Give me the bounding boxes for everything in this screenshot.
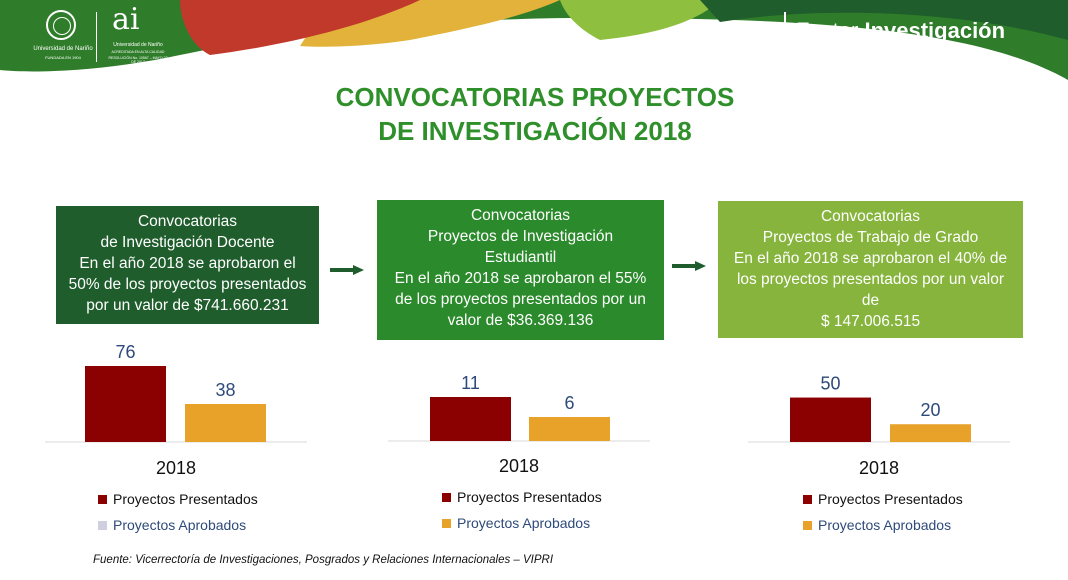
bar-aprobados	[185, 404, 266, 442]
legend-chart1: Proyectos Presentados Proyectos Aprobado…	[98, 491, 258, 535]
arrow-right-icon	[672, 261, 706, 271]
legend-item: Proyectos Aprobados	[98, 517, 258, 535]
legend-item: Proyectos Aprobados	[442, 515, 602, 533]
header-wave-background	[0, 0, 1068, 80]
card-docente: Convocatorias de Investigación Docente E…	[56, 206, 319, 324]
accreditation-logo: ai Universidad de Nariño ACREDITADA EN A…	[108, 2, 168, 66]
page-title: CONVOCATORIAS PROYECTOS DE INVESTIGACIÓN…	[280, 80, 790, 148]
source-note: Fuente: Vicerrectoría de Investigaciones…	[93, 554, 554, 566]
ai-line3: RESOLUCIÓN No. 10567 – MAYO 23 DE 2017	[108, 56, 168, 64]
card-line: Estudiantil	[484, 249, 557, 266]
university-founded: FUNDADA EN 1904	[45, 55, 81, 60]
brand-bold: Investigación	[864, 18, 1006, 43]
data-label: 38	[215, 380, 235, 400]
university-seal-icon	[46, 10, 76, 40]
legend-swatch	[803, 494, 812, 504]
ai-line2: ACREDITADA EN ALTA CALIDAD	[111, 50, 165, 54]
data-label: 76	[115, 342, 135, 362]
legend-item: Proyectos Aprobados	[803, 517, 963, 535]
legend-item: Proyectos Presentados	[803, 491, 963, 509]
card-estudiantil: Convocatorias Proyectos de Investigación…	[377, 200, 664, 340]
card-line: Convocatorias	[470, 207, 571, 224]
bar-presentados	[85, 366, 166, 442]
card-line: de los proyectos presentados por un	[395, 291, 646, 308]
legend-item: Proyectos Presentados	[442, 489, 602, 507]
arrow-right-icon	[330, 265, 364, 275]
card-line: $ 147.006.515	[820, 313, 921, 330]
legend-swatch	[442, 518, 451, 528]
card-line: En el año 2018 se aprobaron el	[79, 255, 296, 272]
card-trabajo-grado: Convocatorias Proyectos de Trabajo de Gr…	[718, 201, 1023, 338]
university-name: Universidad de Nariño	[33, 46, 93, 52]
card-line: 50% de los proyectos presentados	[68, 276, 307, 293]
card-line: de Investigación Docente	[100, 234, 275, 251]
card-line: Proyectos de Trabajo de Grado	[762, 229, 979, 246]
title-line2: DE INVESTIGACIÓN 2018	[378, 116, 692, 146]
legend-swatch	[98, 520, 107, 530]
category-label: 2018	[859, 458, 899, 478]
card-line: valor de $36.369.136	[447, 312, 594, 329]
bar-presentados	[430, 397, 511, 441]
legend-swatch	[98, 494, 107, 504]
card-line: En el año 2018 se aprobaron el 55%	[394, 270, 647, 287]
ai-mark: ai	[112, 2, 140, 37]
card-line: Proyectos de Investigación	[427, 228, 614, 245]
data-label: 11	[461, 373, 480, 393]
legend-label: Proyectos Presentados	[457, 489, 602, 505]
legend-swatch	[803, 520, 812, 530]
bar-presentados	[790, 397, 871, 442]
brand-title: Factor Investigación	[796, 18, 1005, 44]
legend-label: Proyectos Aprobados	[457, 515, 591, 531]
legend-chart3: Proyectos Presentados Proyectos Aprobado…	[803, 491, 963, 535]
card-line: Convocatorias	[137, 213, 238, 230]
legend-label: Proyectos Presentados	[818, 491, 963, 507]
category-label: 2018	[156, 458, 196, 478]
card-line: En el año 2018 se aprobaron el 40% de	[733, 250, 1008, 267]
data-label: 50	[820, 374, 840, 394]
brand-light: Factor	[796, 18, 865, 43]
legend-swatch	[442, 492, 451, 502]
card-line: los proyectos presentados por un valor	[736, 271, 1005, 288]
brand-divider	[784, 12, 786, 48]
bar-aprobados	[890, 424, 971, 442]
legend-item: Proyectos Presentados	[98, 491, 258, 509]
card-line: Convocatorias	[820, 208, 921, 225]
ai-line1: Universidad de Nariño	[113, 42, 163, 48]
data-label: 20	[920, 400, 940, 420]
category-label: 2018	[499, 456, 539, 476]
card-line: de	[861, 292, 880, 309]
legend-chart2: Proyectos Presentados Proyectos Aprobado…	[442, 489, 602, 533]
logo-divider	[96, 12, 97, 62]
university-logo: Universidad de Nariño FUNDADA EN 1904	[32, 10, 93, 68]
data-label: 6	[564, 393, 574, 413]
legend-label: Proyectos Aprobados	[113, 517, 247, 533]
legend-label: Proyectos Aprobados	[818, 517, 952, 533]
card-line: por un valor de $741.660.231	[86, 297, 289, 314]
bar-aprobados	[529, 417, 610, 441]
legend-label: Proyectos Presentados	[113, 491, 258, 507]
title-line1: CONVOCATORIAS PROYECTOS	[335, 82, 735, 112]
